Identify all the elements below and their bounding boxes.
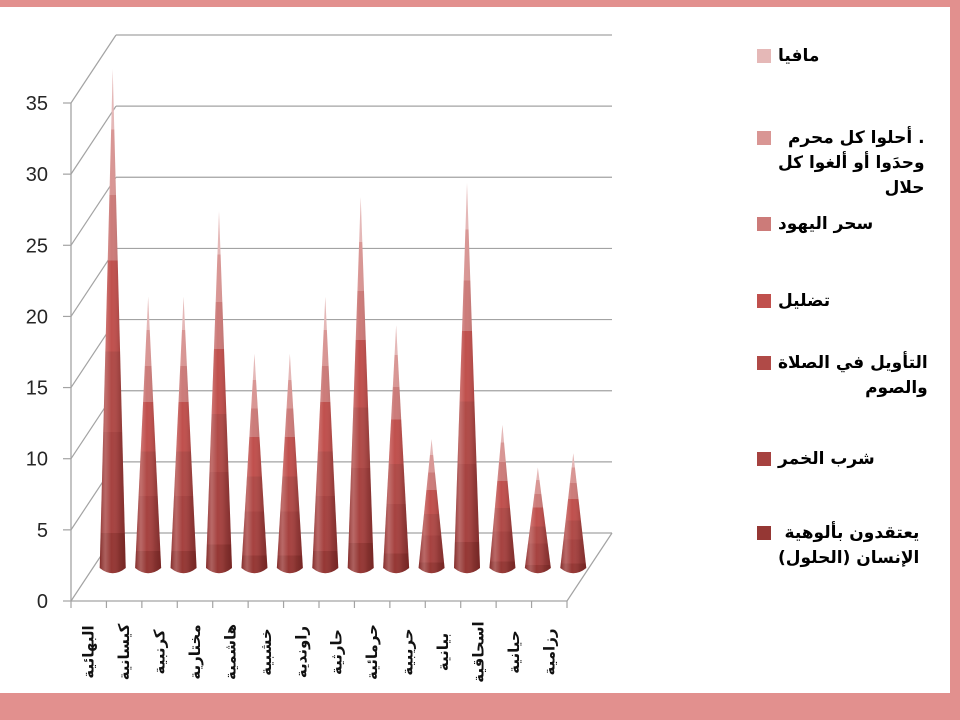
- y-tick-label-5: 5: [37, 520, 48, 542]
- legend-item-khamr: شرب الخمر: [757, 447, 875, 472]
- legend-label-ahallu: . أحلوا كل محرم وحدَوا أو ألغوا كل حلال: [778, 128, 925, 198]
- cone-راوندية: [312, 296, 339, 574]
- legend-swatch-sihr: [757, 217, 771, 231]
- legend-item-tawil: التأويل في الصلاة والصوم: [757, 351, 928, 401]
- category-label-10: بيانية: [434, 633, 452, 671]
- legend-item-hulul: يعتقدون بألوهية الإنسان (الحلول): [757, 521, 919, 571]
- cone-حيانية: [524, 467, 551, 574]
- y-tick-label-10: 10: [26, 449, 48, 471]
- legend-swatch-khamr: [757, 452, 771, 466]
- cone-كرنبية: [170, 296, 197, 574]
- category-label-1: كيسانية: [115, 623, 133, 680]
- legend-swatch-tawil: [757, 356, 771, 370]
- y-tick-label-20: 20: [26, 306, 48, 328]
- legend-label-mafia: مافيا: [778, 46, 820, 66]
- legend-label-tawil: التأويل في الصلاة والصوم: [778, 353, 928, 398]
- category-label-0: البهائية: [80, 625, 98, 678]
- cone-حريبية: [418, 438, 445, 574]
- category-label-11: اسحاقية: [469, 621, 487, 682]
- gridline-15: [70, 318, 612, 388]
- right-border-strip: [950, 0, 960, 720]
- category-label-5: خشبية: [257, 628, 275, 675]
- legend-item-sihr: سحر اليهود: [757, 212, 873, 237]
- legend-swatch-hulul: [757, 526, 771, 540]
- category-label-7: حارثية: [328, 629, 346, 675]
- category-label-8: حرمائية: [363, 624, 381, 680]
- cone-رزامية: [560, 453, 587, 574]
- legend-swatch-ahallu: [757, 131, 771, 145]
- legend-item-tadlil: تضليل: [757, 289, 830, 314]
- category-label-13: رزامية: [540, 629, 558, 676]
- cone-كيسانية: [135, 296, 162, 574]
- category-label-12: حيانية: [505, 630, 523, 673]
- category-label-6: راوندية: [292, 626, 310, 678]
- gridline-25: [70, 176, 612, 246]
- cone-بيانية: [454, 182, 480, 574]
- category-label-4: هاشمية: [221, 624, 239, 680]
- cone-حارثية: [347, 197, 374, 574]
- legend-label-khamr: شرب الخمر: [778, 449, 875, 469]
- cone-حرمائية: [383, 325, 410, 574]
- gridline-30: [70, 105, 612, 175]
- cone-هاشمية: [241, 353, 268, 574]
- y-tick-label-30: 30: [26, 164, 48, 186]
- cone-اسحاقية: [489, 424, 516, 574]
- cone-خشبية: [276, 353, 303, 574]
- legend-label-sihr: سحر اليهود: [778, 214, 874, 234]
- legend-swatch-tadlil: [757, 294, 771, 308]
- legend-label-hulul: يعتقدون بألوهية الإنسان (الحلول): [778, 523, 920, 568]
- y-tick-label-35: 35: [26, 93, 48, 115]
- chart-legend: مافيا . أحلوا كل محرم وحدَوا أو ألغوا كل…: [745, 0, 950, 693]
- legend-swatch-mafia: [757, 49, 771, 63]
- category-label-9: حريبية: [399, 628, 417, 675]
- category-label-3: مختارية: [186, 624, 204, 679]
- y-tick-label-15: 15: [26, 378, 48, 400]
- top-border-strip: [0, 0, 960, 7]
- bottom-border-strip: [0, 693, 960, 720]
- y-tick-label-25: 25: [26, 235, 48, 257]
- legend-label-tadlil: تضليل: [778, 291, 831, 311]
- category-label-2: كرنبية: [151, 629, 169, 674]
- cone-البهائية: [99, 69, 126, 574]
- y-tick-label-0: 0: [37, 591, 48, 613]
- gridline-35: [70, 34, 612, 104]
- floor-right-edge: [566, 532, 613, 602]
- legend-item-ahallu: . أحلوا كل محرم وحدَوا أو ألغوا كل حلال: [757, 126, 925, 201]
- gridline-20: [70, 247, 612, 317]
- legend-item-mafia: مافيا: [757, 44, 819, 69]
- cone-مختارية: [206, 211, 232, 574]
